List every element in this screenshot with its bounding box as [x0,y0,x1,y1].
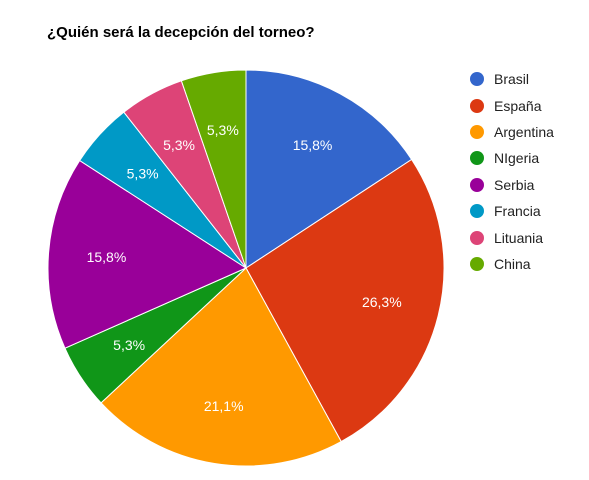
slice-label-españa: 26,3% [362,294,402,310]
slice-label-francia: 5,3% [127,166,159,182]
legend-label: Argentina [494,123,554,140]
legend-label: Francia [494,203,541,220]
legend-item-argentina[interactable]: Argentina [470,119,554,145]
legend-item-nigeria[interactable]: NIgeria [470,145,554,171]
legend-label: España [494,97,542,114]
legend-item-china[interactable]: China [470,251,554,277]
legend-item-serbia[interactable]: Serbia [470,172,554,198]
legend-swatch [470,230,484,245]
slice-label-serbia: 15,8% [87,249,127,265]
legend-label: Brasil [494,71,530,88]
slice-label-lituania: 5,3% [163,137,195,153]
legend-item-lituania[interactable]: Lituania [470,224,554,250]
slice-label-nigeria: 5,3% [113,337,145,353]
slice-label-argentina: 21,1% [204,398,244,414]
pie-slice-china[interactable] [180,69,247,269]
legend-item-francia[interactable]: Francia [470,198,554,224]
legend-label: NIgeria [494,150,540,167]
pie-slice-serbia[interactable] [47,159,248,349]
legend-label: Serbia [494,176,535,193]
legend-swatch [470,72,484,87]
legend-swatch [470,98,484,113]
legend-swatch [470,151,484,166]
pie-slice-brasil[interactable] [245,69,413,269]
legend-swatch [470,177,484,192]
pie-slice-españa[interactable] [245,158,445,443]
legend-swatch [470,256,484,271]
legend: Brasil España Argentina NIgeria Serbia Franci… [470,66,554,277]
legend-swatch [470,204,484,219]
slice-label-brasil: 15,8% [293,137,333,153]
slice-label-china: 5,3% [207,122,239,138]
legend-item-brasil[interactable]: Brasil [470,66,554,92]
legend-label: China [494,255,531,272]
legend-swatch [470,124,484,139]
legend-item-españa[interactable]: España [470,92,554,118]
legend-label: Lituania [494,229,544,246]
pie-slice-argentina[interactable] [100,267,342,467]
chart-title: ¿Quién será la decepción del torneo? [47,24,315,41]
